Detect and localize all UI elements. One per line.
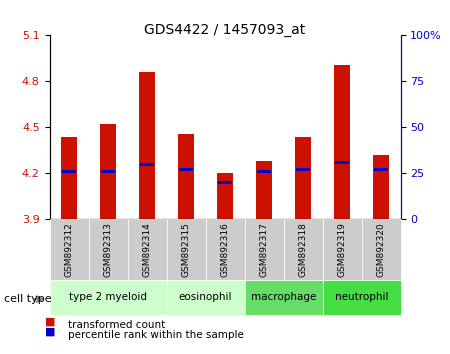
Text: GSM892312: GSM892312 (64, 222, 73, 277)
Text: GDS4422 / 1457093_at: GDS4422 / 1457093_at (144, 23, 306, 37)
Text: GSM892313: GSM892313 (104, 222, 112, 278)
Bar (373, 155, 389, 219)
FancyBboxPatch shape (244, 280, 323, 315)
Bar (374, 168, 388, 171)
Bar (335, 161, 349, 164)
Text: cell type: cell type (4, 294, 52, 304)
Bar (140, 162, 154, 166)
FancyBboxPatch shape (323, 219, 361, 280)
Bar (334, 64, 350, 219)
FancyBboxPatch shape (244, 219, 284, 280)
FancyBboxPatch shape (127, 219, 166, 280)
FancyBboxPatch shape (323, 280, 400, 315)
Bar (256, 161, 272, 219)
Text: percentile rank within the sample: percentile rank within the sample (68, 330, 243, 339)
Text: ■: ■ (45, 326, 55, 337)
Bar (217, 173, 233, 219)
Bar (218, 181, 232, 184)
Bar (257, 170, 271, 173)
Text: GSM892317: GSM892317 (260, 222, 269, 278)
FancyBboxPatch shape (284, 219, 323, 280)
FancyBboxPatch shape (89, 219, 127, 280)
Bar (179, 168, 193, 171)
Text: macrophage: macrophage (251, 292, 316, 302)
Text: eosinophil: eosinophil (179, 292, 232, 302)
Text: GSM892320: GSM892320 (377, 222, 386, 277)
Text: GSM892318: GSM892318 (298, 222, 307, 278)
Bar (101, 170, 115, 173)
Text: neutrophil: neutrophil (335, 292, 388, 302)
FancyBboxPatch shape (206, 219, 244, 280)
Text: transformed count: transformed count (68, 320, 165, 330)
FancyBboxPatch shape (50, 280, 166, 315)
Bar (139, 72, 155, 219)
Text: ■: ■ (45, 316, 55, 327)
FancyBboxPatch shape (50, 219, 89, 280)
Text: type 2 myeloid: type 2 myeloid (69, 292, 147, 302)
Bar (296, 168, 310, 171)
Bar (62, 170, 76, 173)
Text: GSM892319: GSM892319 (338, 222, 346, 278)
Text: GSM892316: GSM892316 (220, 222, 230, 278)
Text: GSM892315: GSM892315 (181, 222, 190, 278)
Bar (61, 137, 77, 219)
Bar (100, 124, 116, 219)
Bar (178, 133, 194, 219)
FancyBboxPatch shape (361, 219, 400, 280)
FancyBboxPatch shape (166, 280, 244, 315)
Bar (295, 137, 311, 219)
FancyBboxPatch shape (166, 219, 206, 280)
Text: GSM892314: GSM892314 (143, 222, 152, 277)
